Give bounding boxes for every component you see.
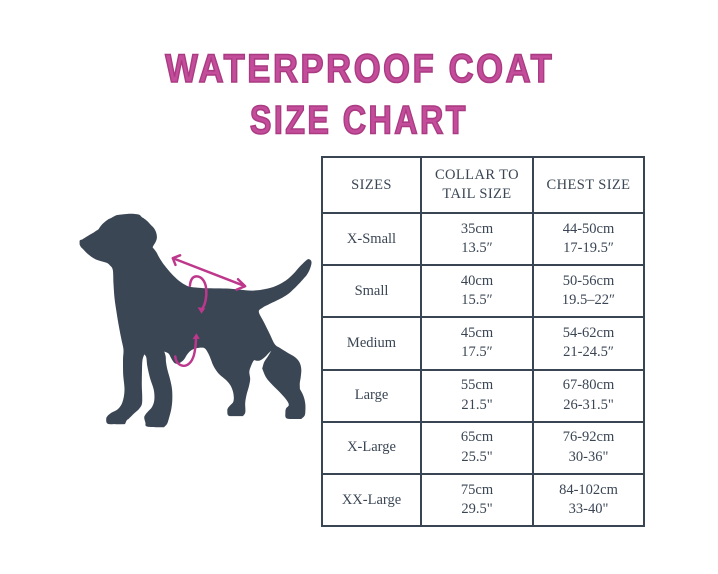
svg-text:SIZE CHART: SIZE CHART <box>250 99 468 143</box>
svg-text:WATERPROOF COAT: WATERPROOF COAT <box>165 47 554 91</box>
